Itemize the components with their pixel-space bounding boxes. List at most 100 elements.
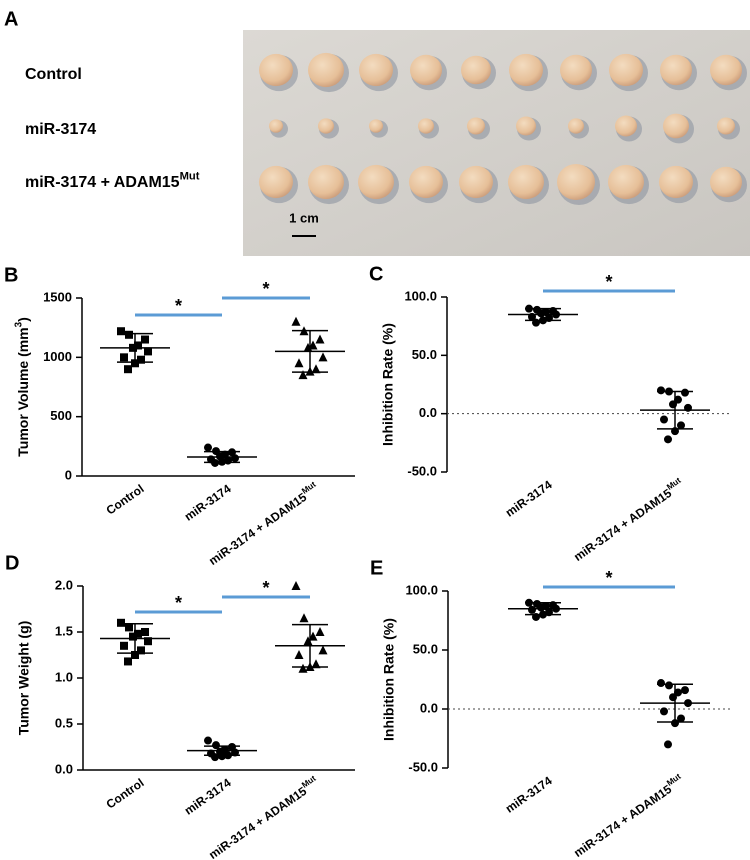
point [141,628,149,636]
tumor [516,116,536,136]
point [674,395,682,404]
point [134,629,142,638]
y-axis-title-main: Tumor Volume (mm [15,327,31,456]
row-label: miR-3174 [25,121,96,138]
y-tick-label: 2.0 [55,577,73,592]
significance-label: * [175,296,182,316]
y-tick-label: 1500 [43,289,72,304]
point [120,641,128,650]
significance-label: * [262,279,269,299]
y-tick-label: 100.0 [404,288,437,303]
row-label-main: miR-3174 + ADAM15 [25,174,180,191]
point [124,657,132,666]
chart-panel: C -50.0 0.0 50.0 100.0 * [369,263,730,478]
point [137,355,145,364]
point [144,637,152,646]
y-tick-label: -50.0 [407,463,437,478]
point [137,646,145,655]
tumor [710,166,742,198]
point [141,335,149,344]
tumor [359,53,393,87]
x-tick-label: miR-3174 + ADAM15Mut [570,475,687,564]
y-tick-label: 1.0 [55,669,73,684]
point [315,627,325,636]
tumor [568,118,584,134]
significance-label: * [262,578,269,598]
point [674,688,682,697]
point [134,341,142,350]
y-axis-title: Tumor Weight (g) [16,621,32,736]
point [664,435,672,444]
y-tick-label: 500 [50,408,72,423]
point [294,358,304,368]
panel-label: A [4,8,18,30]
tumor [461,55,491,85]
tumor [615,115,637,137]
point [125,330,133,339]
panel-label: B [4,264,18,286]
point [124,365,132,374]
point [291,316,301,326]
y-tick-label: 0.0 [420,700,438,715]
point [117,618,125,627]
tumor [717,117,735,135]
tumor [409,165,443,199]
x-tick-label: miR-3174 [182,775,234,817]
tumor [508,164,544,200]
point [665,681,673,690]
tumor [560,54,592,86]
significance-label: * [605,272,612,292]
point [211,753,219,762]
tumor [557,163,595,201]
point [231,454,239,463]
y-axis-title: Inhibition Rate (%) [381,618,397,741]
point [657,386,665,395]
point [657,679,665,688]
point [204,736,212,745]
point [299,613,309,623]
point [318,352,328,362]
point [660,415,668,424]
chart-panel: D 0.0 0.5 1.0 1.5 2.0 * * [5,552,355,776]
tumor [467,117,485,135]
chart-panel: B 0 500 1000 1500 * * [4,264,355,482]
row-label-sup: Mut [180,171,200,183]
tumor [609,53,643,87]
y-tick-label: 0 [65,467,72,482]
tumor [410,54,442,86]
x-tick-label: Control [104,776,147,812]
point [204,443,212,452]
y-axis-title-sup: 3 [13,321,24,327]
y-tick-label: 1.5 [55,623,73,638]
tumor [608,164,644,200]
tumor [509,53,543,87]
x-tick-label: miR-3174 [503,773,555,815]
x-tick-label: miR-3174 + ADAM15Mut [570,771,687,860]
tumor [660,54,692,86]
point [677,421,685,430]
chart-panel: E -50.0 0.0 50.0 100.0 * [370,557,730,774]
tumor [259,165,293,199]
tumor [663,113,689,139]
point [681,686,689,695]
point [315,334,325,344]
y-axis-title: Inhibition Rate (%) [380,323,396,446]
tumor [459,165,493,199]
point [131,359,139,368]
significance-label: * [175,593,182,613]
x-tick-label: Control [104,482,147,518]
tumor [369,119,383,133]
y-tick-label: 0.5 [55,715,73,730]
point [212,741,220,750]
point [294,650,304,659]
point [681,388,689,397]
y-axis-title-suffix: ) [15,317,31,322]
panel-label: D [5,552,19,574]
y-tick-label: 1000 [43,349,72,364]
point [131,651,139,659]
x-tick-label-main: miR-3174 + ADAM15 [571,486,674,564]
tumor [358,164,394,200]
y-tick-label: 50.0 [413,641,438,656]
point [669,400,677,409]
point [660,707,668,716]
